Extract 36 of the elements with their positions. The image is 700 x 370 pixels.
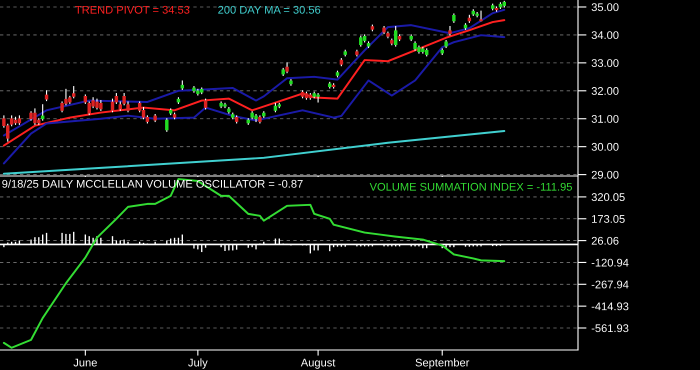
x-tick-label: June: [73, 358, 97, 366]
candlestick: [278, 102, 282, 108]
text: 200 DAY MA = 30.56: [218, 6, 320, 14]
y-tick-label: 29.00: [592, 170, 619, 179]
line-series: [2, 34, 506, 164]
candlestick: [359, 36, 362, 47]
y-tick-label: 31.00: [592, 115, 619, 123]
x-tick-label: July: [188, 358, 208, 369]
candlestick: [394, 26, 398, 47]
x-tick-label: September: [416, 358, 470, 369]
candlestick: [285, 62, 289, 74]
y-tick-label: -267.94: [592, 280, 629, 288]
y-tick-label: -561.93: [592, 324, 628, 332]
y-tick-label: 30.00: [592, 142, 619, 151]
y-tick-label: -414.93: [592, 302, 628, 310]
y-tick-label: 173.05: [592, 215, 625, 223]
text: VOLUME SUMMATION INDEX = -111.95: [370, 182, 572, 191]
candlestick: [40, 104, 44, 121]
y-tick-label: 35.00: [592, 3, 619, 12]
candlestick: [99, 100, 103, 111]
candlestick: [44, 90, 48, 102]
line-series: [2, 19, 506, 147]
candlestick: [33, 108, 37, 125]
line-series: [2, 130, 506, 175]
y-tick-label: 32.00: [592, 87, 619, 95]
candlestick: [95, 98, 99, 110]
y-tick-label: 34.00: [592, 31, 619, 40]
candlestick: [165, 118, 169, 132]
y-tick-label: -120.94: [592, 258, 629, 267]
text: TREND PIVOT = 34.53: [75, 6, 190, 14]
y-tick-label: 33.00: [592, 59, 619, 67]
y-tick-label: 320.05: [592, 193, 625, 202]
y-tick-label: 26.06: [592, 236, 619, 245]
candlestick: [479, 10, 483, 22]
x-tick-label: August: [300, 358, 336, 369]
candlestick: [204, 98, 208, 110]
